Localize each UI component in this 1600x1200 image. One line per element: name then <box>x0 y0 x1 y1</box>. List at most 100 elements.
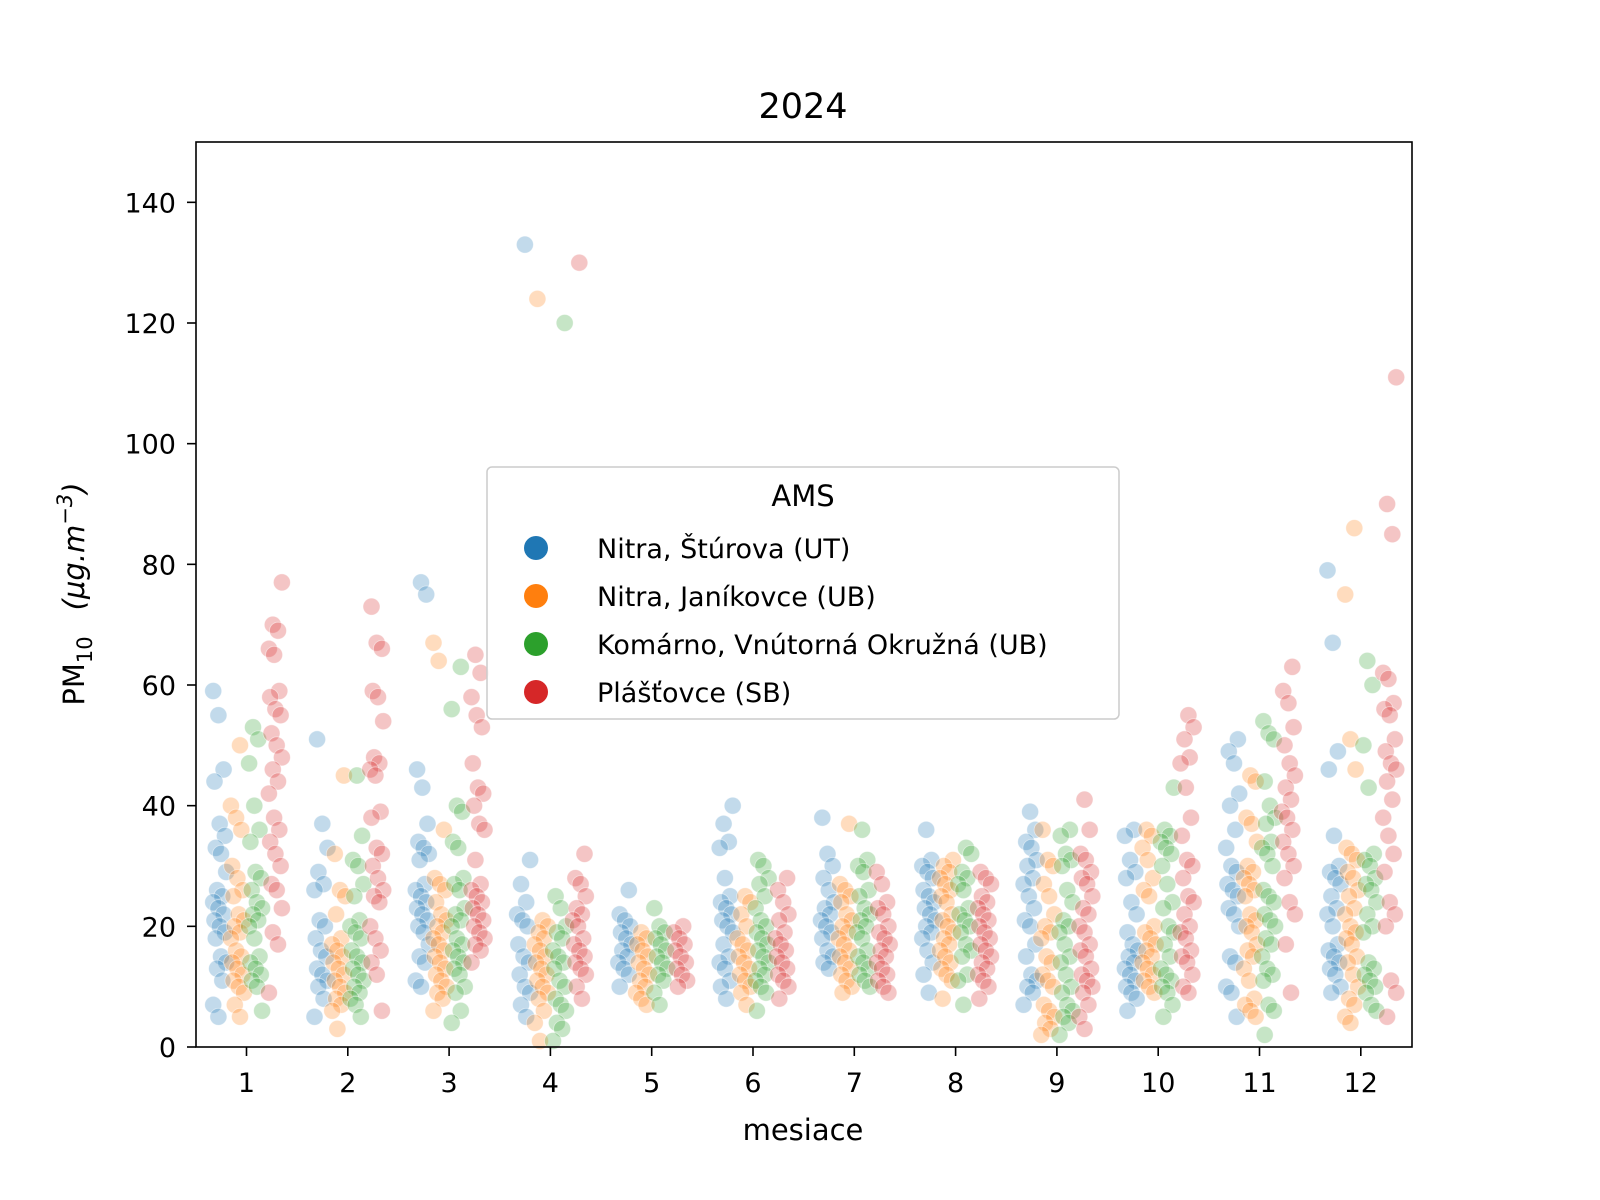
data-point <box>262 875 281 893</box>
data-point <box>551 899 570 918</box>
data-point <box>571 959 590 978</box>
data-point <box>246 863 265 881</box>
data-point <box>1336 905 1355 924</box>
data-point <box>324 953 343 972</box>
data-point <box>513 911 532 930</box>
data-point <box>916 899 934 918</box>
y-tick-label: 40 <box>142 792 176 823</box>
data-point <box>1014 995 1033 1014</box>
data-point <box>723 923 742 942</box>
data-point <box>1140 977 1158 996</box>
data-point <box>1246 772 1265 791</box>
y-tick-label: 60 <box>142 671 176 702</box>
data-point <box>544 941 562 960</box>
data-point <box>1171 923 1190 942</box>
data-point <box>753 929 771 948</box>
data-point <box>463 754 482 773</box>
data-point <box>465 796 484 815</box>
data-point <box>616 911 634 930</box>
data-point <box>229 977 248 996</box>
data-point <box>233 881 252 899</box>
data-point <box>1221 947 1239 966</box>
data-point <box>417 893 436 912</box>
data-point <box>1263 857 1282 875</box>
data-point <box>242 971 261 990</box>
data-point <box>1021 917 1039 936</box>
data-point <box>362 808 381 827</box>
data-point <box>670 929 689 948</box>
data-point <box>1076 947 1095 966</box>
data-point <box>225 995 244 1014</box>
data-point <box>1318 561 1337 580</box>
data-point <box>442 1014 461 1032</box>
data-point <box>323 935 342 954</box>
data-point <box>350 911 369 930</box>
data-point <box>565 935 583 954</box>
data-point <box>778 869 796 887</box>
data-point <box>1336 585 1355 604</box>
data-point <box>749 941 768 960</box>
data-point <box>1355 965 1374 984</box>
data-point <box>935 929 953 948</box>
y-axis-label-unit-body: g.m <box>57 525 91 581</box>
data-point <box>418 911 437 930</box>
data-point <box>1386 905 1404 924</box>
data-point <box>318 839 337 857</box>
data-point <box>1040 887 1058 906</box>
data-point <box>1357 983 1375 1002</box>
data-point <box>976 869 995 887</box>
data-point <box>1225 754 1243 773</box>
data-point <box>1376 917 1395 936</box>
data-point <box>1286 905 1304 924</box>
data-point <box>971 863 990 881</box>
y-tick-label: 120 <box>124 309 176 340</box>
data-point <box>1279 694 1298 712</box>
data-point <box>1244 947 1262 966</box>
data-point <box>1059 917 1078 936</box>
data-point <box>774 893 793 912</box>
data-point <box>957 839 975 857</box>
data-point <box>1380 706 1399 725</box>
data-point <box>409 917 428 936</box>
data-point <box>1061 947 1079 966</box>
data-point <box>1055 935 1074 954</box>
data-point <box>869 971 887 990</box>
data-point <box>470 923 489 942</box>
data-point <box>1175 905 1194 924</box>
data-point <box>649 965 668 984</box>
data-point <box>1063 1001 1082 1020</box>
data-point <box>978 893 996 912</box>
data-point <box>1248 935 1266 954</box>
data-point <box>232 947 251 966</box>
data-point <box>227 808 246 827</box>
data-point <box>517 1007 536 1026</box>
data-point <box>361 760 380 779</box>
data-point <box>610 905 629 924</box>
data-point <box>206 839 225 857</box>
data-point <box>1322 983 1341 1002</box>
data-point <box>973 887 991 906</box>
data-point <box>557 1001 575 1020</box>
data-point <box>962 845 981 863</box>
data-point <box>1229 730 1247 749</box>
data-point <box>849 947 868 966</box>
data-point <box>1082 959 1100 978</box>
data-point <box>1054 1007 1073 1026</box>
data-point <box>1337 839 1356 857</box>
data-point <box>971 935 990 954</box>
data-point <box>363 682 382 700</box>
data-point <box>465 917 484 936</box>
data-point <box>1014 875 1033 893</box>
data-point <box>858 851 877 869</box>
data-point <box>1340 989 1358 1008</box>
data-point <box>247 893 266 912</box>
chart-title: 2024 <box>758 87 847 127</box>
data-point <box>1383 790 1402 809</box>
data-point <box>1078 875 1096 893</box>
data-point <box>1275 736 1294 755</box>
data-point <box>1017 833 1036 851</box>
y-tick-label: 80 <box>142 550 176 581</box>
data-point <box>250 947 269 966</box>
data-point <box>1075 923 1094 942</box>
data-point <box>463 899 482 918</box>
